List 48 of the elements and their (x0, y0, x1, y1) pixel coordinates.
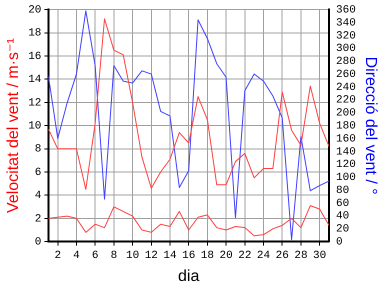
x-tick-label: 8 (110, 250, 118, 262)
y2-tick-label: 280 (336, 56, 356, 68)
x-tick-label: 4 (73, 250, 80, 262)
y-tick-label: 4 (34, 190, 42, 202)
y-tick-label: 0 (34, 236, 42, 249)
x-axis-title: dia (178, 268, 200, 285)
y-tick-label: 6 (34, 166, 42, 179)
y-axis-title: Velocitat del vent / m·s⁻¹ (5, 38, 22, 213)
x-tick-label: 22 (238, 250, 252, 262)
y2-tick-label: 240 (336, 82, 356, 94)
x-tick-label: 14 (163, 250, 177, 262)
y2-tick-label: 0 (336, 236, 343, 249)
y2-tick-label: 320 (336, 30, 356, 42)
y-tick-label: 2 (34, 213, 42, 226)
y2-tick-label: 360 (336, 4, 356, 17)
y-tick-label: 18 (28, 28, 42, 40)
y-tick-label: 10 (28, 120, 42, 133)
y2-tick-label: 340 (336, 17, 356, 30)
y2-tick-label: 300 (336, 43, 356, 56)
y-tick-label: 12 (28, 97, 42, 110)
y2-tick-label: 180 (336, 120, 356, 133)
y2-axis-title: Direcció del vent / ° (362, 56, 379, 195)
y-tick-label: 20 (28, 4, 42, 17)
y-tick-label: 8 (34, 144, 42, 156)
x-tick-label: 28 (294, 250, 308, 262)
x-tick-label: 26 (276, 250, 289, 262)
x-tick-label: 16 (182, 250, 196, 262)
y2-tick-label: 140 (336, 146, 356, 158)
x-tick-label: 12 (144, 250, 158, 262)
y2-tick-label: 220 (336, 94, 356, 107)
y-tick-label: 16 (28, 50, 42, 63)
y2-tick-label: 20 (336, 224, 350, 236)
y2-tick-label: 100 (336, 172, 356, 184)
y2-tick-label: 160 (336, 133, 356, 146)
x-tick-label: 24 (256, 250, 271, 262)
x-tick-label: 6 (92, 250, 98, 262)
y2-tick-label: 60 (336, 198, 350, 210)
y2-tick-label: 200 (336, 108, 356, 120)
y2-tick-label: 40 (336, 210, 350, 223)
x-tick-label: 30 (313, 250, 326, 262)
x-tick-label: 20 (220, 250, 233, 262)
y2-tick-label: 260 (336, 68, 356, 81)
x-tick-label: 2 (54, 250, 62, 262)
y-tick-label: 14 (28, 74, 42, 86)
y2-tick-label: 80 (336, 184, 350, 197)
x-tick-label: 10 (126, 250, 140, 262)
x-tick-label: 18 (200, 250, 214, 262)
y2-tick-label: 120 (336, 159, 356, 172)
